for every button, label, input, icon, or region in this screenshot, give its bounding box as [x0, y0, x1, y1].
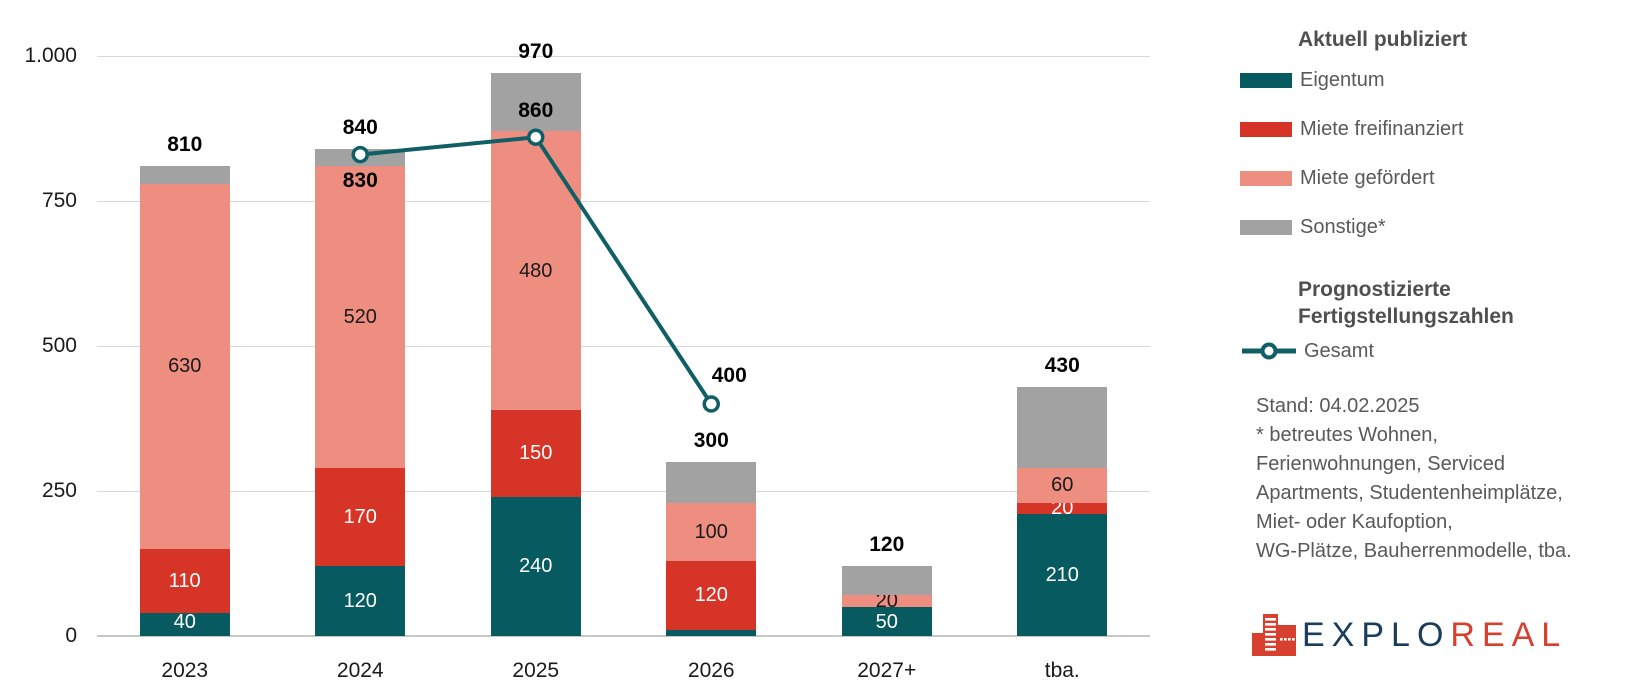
bar-segment: [139, 166, 230, 184]
line-point-label: 830: [342, 168, 378, 192]
legend-item-sonstige: Sonstige*: [1240, 216, 1622, 238]
bar-total-label: 430: [1044, 353, 1080, 377]
legend-item-label: Eigentum: [1300, 69, 1385, 91]
gridline: [97, 490, 1150, 492]
segment-value-label: 240: [519, 555, 553, 578]
bar-segment: [490, 409, 581, 497]
bar-segment: [315, 148, 406, 167]
gridline: [97, 200, 1150, 202]
bar-segment: [490, 496, 581, 636]
bar-segment: [139, 549, 230, 613]
segment-value-label: 520: [343, 306, 377, 328]
bar-total-label: 810: [167, 133, 203, 157]
legend-item-miete-freifinanziert: Miete freifinanziert: [1240, 118, 1622, 140]
bar-segment: [139, 612, 230, 636]
bar-segment: [666, 502, 757, 561]
notes-block: Stand: 04.02.2025 * betreutes Wohnen, Fer…: [1256, 392, 1622, 566]
legend-item-eigentum: Eigentum: [1240, 69, 1622, 91]
footnote-line: Miet- oder Kaufoption,: [1256, 511, 1453, 533]
bar-total-label: 970: [518, 40, 554, 64]
x-axis-label: 2023: [161, 659, 209, 682]
y-tick-label: 250: [41, 479, 77, 502]
bar-segment: [666, 630, 757, 636]
buildings-icon: [1252, 614, 1296, 656]
sonstige-swatch-icon: [1240, 219, 1292, 235]
bar-total-label: 840: [342, 115, 378, 139]
segment-value-label: 630: [168, 355, 202, 378]
gridline: [97, 345, 1150, 347]
segment-value-label: 40: [173, 611, 196, 633]
segment-value-label: 210: [1045, 564, 1079, 587]
segment-value-label: 120: [343, 590, 377, 613]
segment-value-label: 20: [875, 590, 898, 613]
segment-value-label: 100: [694, 520, 728, 543]
segment-value-label: 50: [875, 610, 898, 633]
bar-segment: [490, 73, 581, 132]
gridline: [97, 635, 1150, 637]
y-tick-label: 1.000: [24, 44, 77, 67]
y-tick-label: 750: [41, 189, 77, 212]
bar-segment: [1017, 386, 1108, 468]
bar-segment: [1017, 502, 1108, 515]
bar-segment: [841, 607, 932, 636]
footnote-lines: * betreutes Wohnen, Ferienwohnungen, Serv…: [1256, 421, 1622, 566]
segment-value-label: 150: [519, 442, 553, 465]
legend-item-label: Sonstige*: [1300, 216, 1386, 238]
segment-value-label: 110: [168, 569, 201, 592]
bar-segment: [666, 560, 757, 631]
legend-title-published: Aktuell publiziert: [1298, 28, 1468, 51]
miete-freifinanziert-swatch-icon: [1240, 121, 1292, 137]
bar-segment: [1017, 514, 1108, 636]
segment-value-label: 20: [1051, 497, 1074, 520]
logo-text-explo: EXPLO: [1302, 616, 1451, 654]
legend-item-label: Miete freifinanziert: [1300, 118, 1464, 140]
plot-area: 0 250 500 750 1.000 40 110 630 810 2023 120 170 520 8…: [24, 40, 1150, 682]
footnote-line: * betreutes Wohnen,: [1256, 424, 1438, 446]
line-marker: [702, 395, 720, 413]
footnote-line: WG-Plätze, Bauherrenmodelle, tba.: [1256, 540, 1572, 562]
legend-title-forecast: Prognostizierte Fertigstellungszahlen: [1298, 278, 1514, 328]
exploreal-logo: EXPLO REAL: [1252, 614, 1567, 656]
segment-value-label: 120: [694, 584, 728, 607]
gridline: [97, 55, 1150, 57]
segment-value-label: 60: [1051, 474, 1074, 497]
bar-segment: [315, 467, 406, 567]
eigentum-swatch-icon: [1240, 72, 1292, 88]
bar-segment: [315, 566, 406, 636]
segment-value-label: 170: [343, 506, 377, 529]
legend-item-gesamt: Gesamt: [1240, 340, 1622, 362]
bar-total-label: 120: [869, 533, 905, 557]
bar-total-label: 300: [693, 429, 729, 452]
footnote-line: Ferienwohnungen, Serviced: [1256, 453, 1506, 475]
x-axis-label: 2026: [687, 659, 735, 682]
x-axis-label: 2025: [512, 659, 560, 682]
miete-gefoerdert-swatch-icon: [1240, 170, 1292, 186]
bar-segment: [1017, 467, 1108, 503]
x-axis-label: 2027+: [857, 659, 917, 682]
stand-date: Stand: 04.02.2025: [1256, 395, 1420, 417]
bar-segment: [841, 566, 932, 596]
y-tick-label: 0: [65, 624, 77, 647]
logo-text-real: REAL: [1450, 616, 1568, 654]
x-axis-label: 2024: [336, 659, 384, 682]
gesamt-line-marker-icon: [1242, 342, 1296, 360]
legend-panel: Aktuell publiziert Eigentum Miete freifi…: [1240, 26, 1622, 566]
y-tick-label: 500: [41, 334, 77, 357]
segment-value-label: 480: [519, 259, 553, 282]
bar-segment: [139, 183, 230, 549]
line-point-label: 400: [711, 364, 747, 387]
legend-item-label: Miete gefördert: [1300, 167, 1435, 189]
line-point-label: 860: [518, 99, 554, 123]
legend-item-miete-gefoerdert: Miete gefördert: [1240, 167, 1622, 189]
bar-segment: [666, 462, 757, 503]
legend-item-label: Gesamt: [1304, 340, 1375, 362]
footnote-line: Apartments, Studentenheimplätze,: [1256, 482, 1563, 504]
bar-segment: [841, 595, 932, 607]
x-axis-label: tba.: [1044, 659, 1080, 682]
